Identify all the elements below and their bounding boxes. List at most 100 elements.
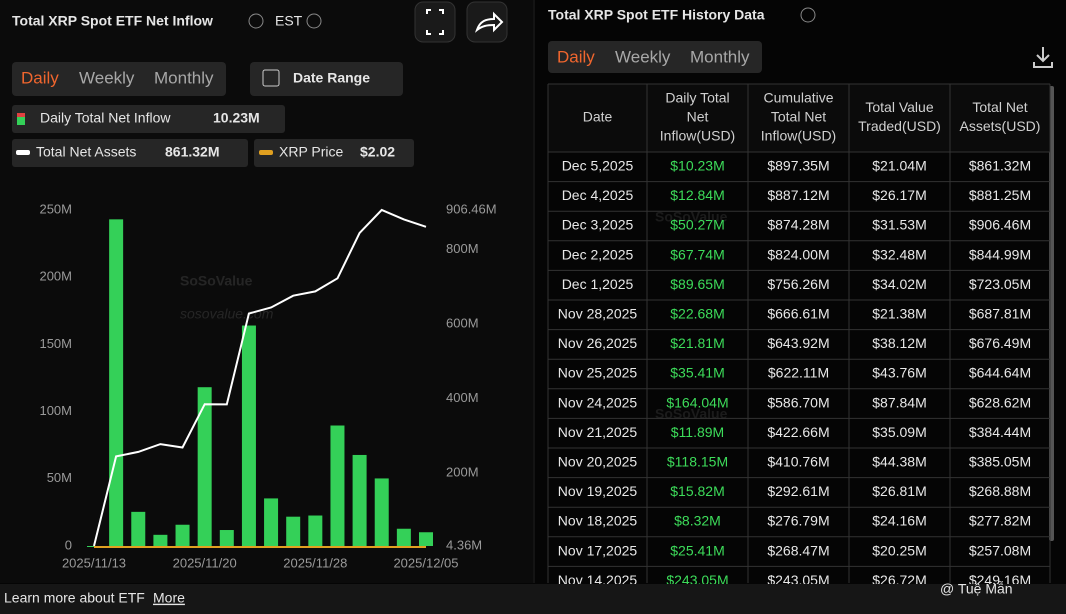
table-cell: $44.38M xyxy=(872,454,926,470)
table-cell: $676.49M xyxy=(969,335,1031,351)
legend-assets-value: 861.32M xyxy=(165,144,219,160)
info-icon[interactable] xyxy=(306,13,322,29)
legend-inflow-label: Daily Total Net Inflow xyxy=(40,110,171,126)
fullscreen-icon xyxy=(426,9,444,35)
bar xyxy=(109,219,124,546)
table-header: Total Net xyxy=(972,99,1027,115)
table-cell: $24.16M xyxy=(872,513,926,529)
date-range-button[interactable] xyxy=(250,62,403,96)
table-cell: $35.41M xyxy=(670,365,724,381)
table-header: Traded(USD) xyxy=(858,118,941,134)
y2-tick-label: 200M xyxy=(446,465,479,480)
tab-weekly[interactable]: Weekly xyxy=(615,47,671,66)
download-icon[interactable] xyxy=(1033,47,1053,68)
y-tick-label: 0 xyxy=(65,537,72,552)
table-cell: $43.76M xyxy=(872,365,926,381)
tab-weekly[interactable]: Weekly xyxy=(79,68,135,87)
share-button[interactable] xyxy=(466,1,508,43)
table-cell: $8.32M xyxy=(674,513,721,529)
info-icon[interactable] xyxy=(800,7,816,23)
x-tick-label: 2025/11/13 xyxy=(62,555,126,570)
table-cell: $277.82M xyxy=(969,513,1031,529)
table-cell: $410.76M xyxy=(767,454,829,470)
table-cell: $38.12M xyxy=(872,335,926,351)
table-cell: $31.53M xyxy=(872,217,926,233)
legend-inflow-value: 10.23M xyxy=(213,110,260,126)
table-cell: $243.05M xyxy=(767,572,829,588)
legend-swatch xyxy=(259,150,273,155)
table-cell: Dec 2,2025 xyxy=(562,246,634,262)
table-cell: $723.05M xyxy=(969,276,1031,292)
table-cell: $666.61M xyxy=(767,306,829,322)
table-cell: $861.32M xyxy=(969,158,1031,174)
bar xyxy=(419,532,433,546)
table-cell: $586.70M xyxy=(767,394,829,410)
table-cell: $22.68M xyxy=(670,306,724,322)
table-cell: $67.74M xyxy=(670,246,724,262)
bar xyxy=(153,534,168,546)
bar xyxy=(330,425,345,546)
info-icon[interactable] xyxy=(248,13,264,29)
table-cell: $87.84M xyxy=(872,394,926,410)
table-cell: $687.81M xyxy=(969,306,1031,322)
table-cell: $906.46M xyxy=(969,217,1031,233)
table-cell: Nov 17,2025 xyxy=(558,542,638,558)
bar xyxy=(396,528,411,546)
bar xyxy=(352,454,367,546)
tab-monthly[interactable]: Monthly xyxy=(154,68,214,87)
tab-daily[interactable]: Daily xyxy=(557,47,595,66)
table-cell: $25.41M xyxy=(670,542,724,558)
tab-daily[interactable]: Daily xyxy=(21,68,59,87)
y-tick-label: 250M xyxy=(39,201,72,216)
table-cell: $21.81M xyxy=(670,335,724,351)
table-cell: $897.35M xyxy=(767,158,829,174)
fullscreen-button[interactable] xyxy=(414,1,456,43)
table-cell: Nov 24,2025 xyxy=(558,394,638,410)
table-header: Total Value xyxy=(865,99,933,115)
table-cell: Nov 21,2025 xyxy=(558,424,638,440)
bar xyxy=(175,524,190,546)
x-tick-label: 2025/11/28 xyxy=(283,555,347,570)
table-cell: Nov 20,2025 xyxy=(558,454,638,470)
table-cell: $268.88M xyxy=(969,483,1031,499)
y2-tick-label: 800M xyxy=(446,241,479,256)
bar xyxy=(241,325,256,546)
footer-bar xyxy=(0,584,1066,614)
share-icon xyxy=(474,11,504,33)
table-cell: Dec 4,2025 xyxy=(562,187,634,203)
table-cell: $21.38M xyxy=(872,306,926,322)
tab-monthly[interactable]: Monthly xyxy=(690,47,750,66)
table-header-bg xyxy=(548,84,1050,152)
footer-more[interactable]: More xyxy=(153,590,185,606)
watermark: SoSoValue xyxy=(655,406,728,422)
table-cell: $26.81M xyxy=(872,483,926,499)
table-header: Daily Total xyxy=(665,90,729,106)
table-cell: $384.44M xyxy=(969,424,1031,440)
table-cell: Dec 5,2025 xyxy=(562,158,634,174)
y-tick-label: 150M xyxy=(39,336,72,351)
date-range[interactable]: Date Range xyxy=(293,70,370,86)
line xyxy=(93,208,427,547)
watermark: SoSoValue xyxy=(180,273,253,289)
calendar-icon xyxy=(262,69,280,87)
credit: @ Tuệ Mẫn xyxy=(940,581,1013,597)
table-cell: Nov 25,2025 xyxy=(558,365,638,381)
table-cell: $644.64M xyxy=(969,365,1031,381)
y2-tick-label: 400M xyxy=(446,390,479,405)
table-cell: $881.25M xyxy=(969,187,1031,203)
table-cell: Dec 1,2025 xyxy=(562,276,634,292)
y-tick-label: 100M xyxy=(39,403,72,418)
table-cell: $26.72M xyxy=(872,572,926,588)
table-cell: Nov 18,2025 xyxy=(558,513,638,529)
table-header: Total Net xyxy=(771,109,826,125)
timezone[interactable]: EST xyxy=(275,13,303,29)
tab-group xyxy=(548,41,762,73)
watermark-url: sosovalue.com xyxy=(180,306,274,322)
table-cell: $118.15M xyxy=(667,454,728,470)
legend-assets xyxy=(12,139,248,167)
left-panel xyxy=(0,0,533,583)
table-cell: Nov 19,2025 xyxy=(558,483,638,499)
table-cell: $385.05M xyxy=(969,454,1031,470)
table-header: Inflow(USD) xyxy=(660,128,735,144)
